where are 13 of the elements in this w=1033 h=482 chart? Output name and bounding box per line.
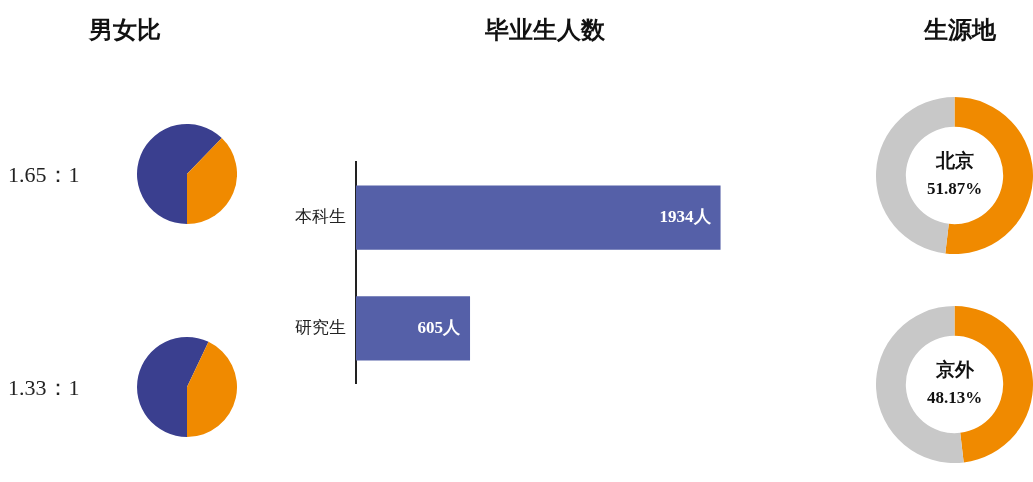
chart-title: 男女比	[89, 15, 161, 46]
text: 1.33：1	[8, 374, 80, 402]
data-label: 605人	[417, 317, 462, 337]
slice-label: 北京	[934, 149, 974, 172]
data-label: 51.87%	[926, 178, 983, 198]
y-tick-label: 研究生	[295, 316, 346, 337]
y-tick-label: 本科生	[295, 206, 346, 227]
text: 1.65：1	[8, 161, 80, 189]
chart-title: 生源地	[924, 15, 996, 46]
chart-title: 毕业生人数	[485, 15, 605, 46]
data-label: 1934人	[659, 206, 712, 226]
data-label: 48.13%	[926, 387, 983, 407]
slice-label: 京外	[934, 358, 975, 381]
